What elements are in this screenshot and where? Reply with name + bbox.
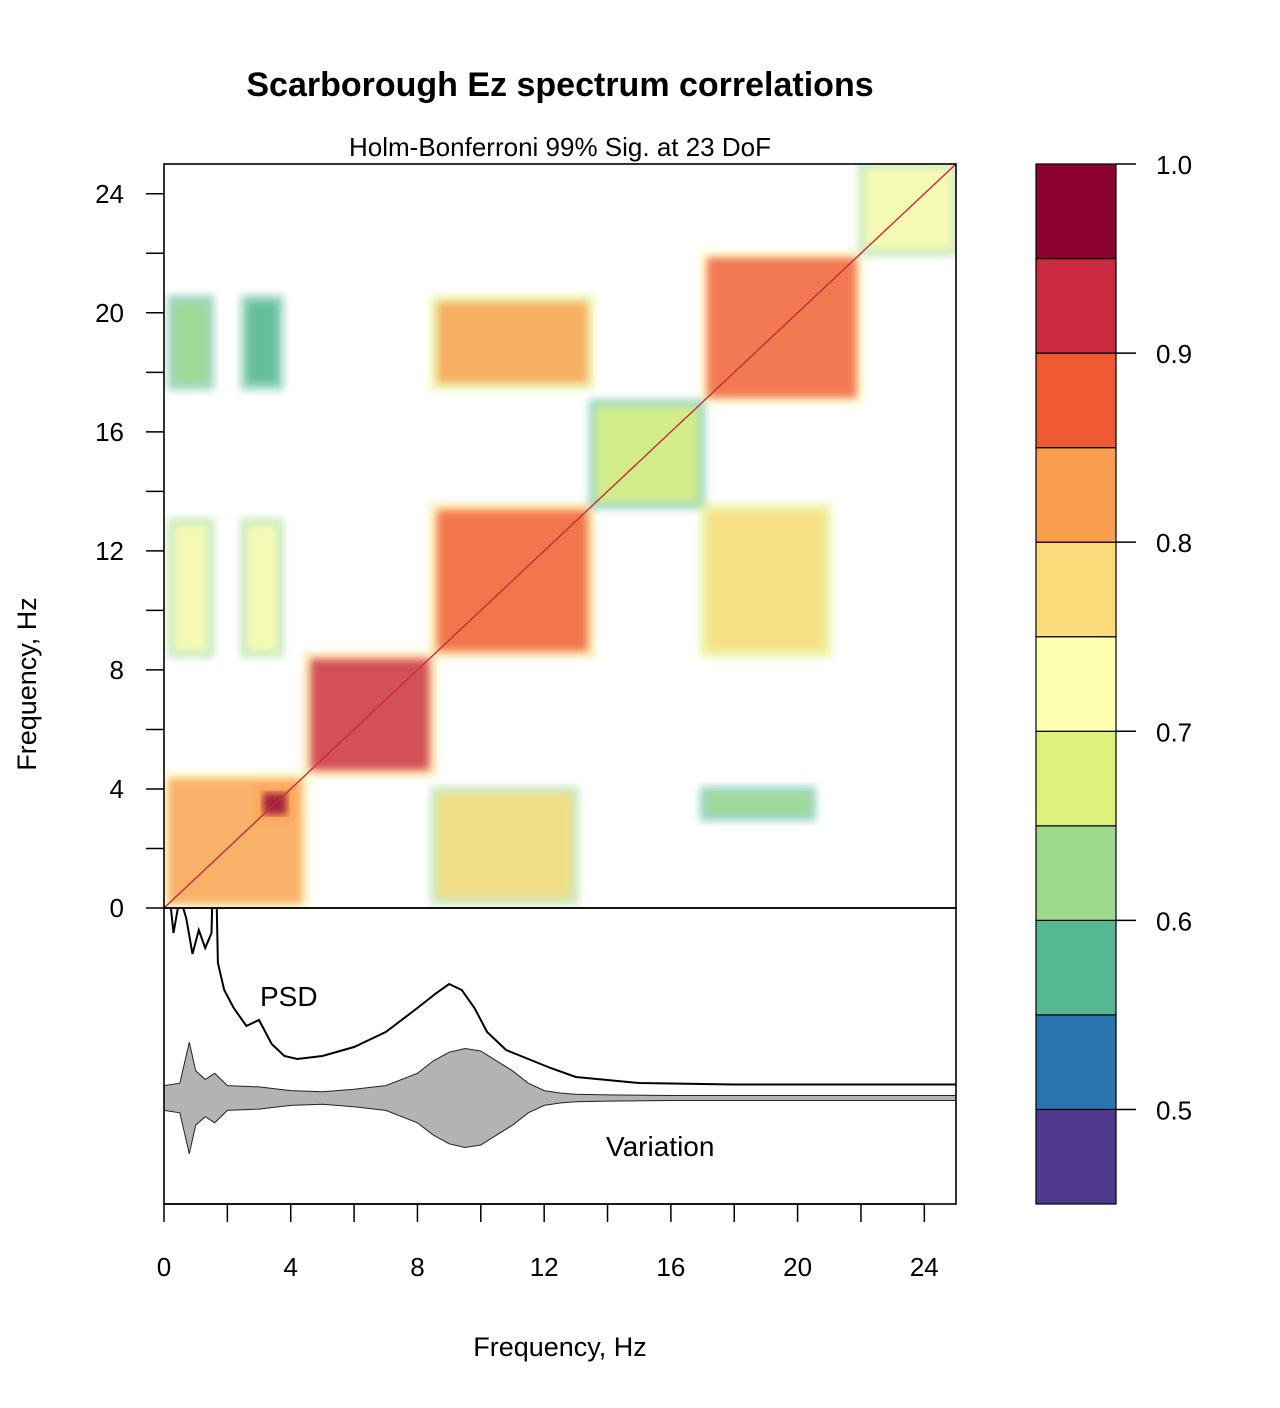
x-tick-label: 24: [910, 1252, 939, 1282]
correlation-block: [699, 503, 833, 659]
correlation-block: [240, 294, 285, 391]
y-tick-label: 0: [110, 893, 124, 923]
correlation-block-core: [706, 510, 826, 652]
colorbar-bin: [1035, 1014, 1117, 1111]
x-tick-label: 0: [157, 1252, 171, 1282]
colorbar-bin: [1035, 1108, 1117, 1205]
psd-line: [169, 908, 956, 1086]
spectrum-panel-frame: [163, 907, 957, 1205]
correlation-block-core: [174, 301, 208, 384]
colorbar-bin: [1035, 919, 1117, 1016]
correlation-block-core: [247, 525, 278, 652]
colorbar-bin: [1035, 163, 1117, 260]
correlation-block-core: [247, 301, 278, 384]
x-axis: 0 4 8 12 16 20 24: [157, 1203, 939, 1282]
colorbar-bin: [1035, 447, 1117, 543]
colorbar-bin: [1035, 352, 1117, 449]
correlation-block: [430, 294, 595, 391]
correlation-block-core: [437, 792, 572, 899]
chart-subtitle: Holm-Bonferroni 99% Sig. at 23 DoF: [349, 132, 771, 162]
x-axis-label: Frequency, Hz: [473, 1332, 647, 1362]
correlation-block-core: [706, 792, 810, 815]
colorbar-tick-label: 1.0: [1156, 150, 1192, 180]
x-tick-label: 20: [783, 1252, 812, 1282]
correlation-block-core: [174, 525, 208, 652]
colorbar-tick-label: 0.7: [1156, 717, 1192, 747]
y-tick-label: 20: [95, 298, 124, 328]
y-tick-label: 12: [95, 536, 124, 566]
y-tick-label: 24: [95, 179, 124, 209]
y-tick-label: 4: [110, 774, 124, 804]
colorbar-tick-label: 0.9: [1156, 339, 1192, 369]
colorbar-tick-label: 0.6: [1156, 906, 1192, 936]
x-tick-label: 8: [410, 1252, 424, 1282]
variation-annotation: Variation: [606, 1131, 714, 1162]
colorbar-bin: [1035, 636, 1117, 732]
correlation-block: [167, 518, 215, 659]
y-tick-label: 8: [110, 655, 124, 685]
colorbar-bin: [1035, 730, 1117, 827]
correlation-block: [167, 294, 215, 391]
y-axis: 0 4 8 12 16 20 24: [95, 179, 164, 923]
diagonal-line: [164, 164, 956, 908]
x-tick-label: 4: [283, 1252, 297, 1282]
y-axis-label: Frequency, Hz: [12, 597, 42, 771]
colorbar: 0.5 0.6 0.7 0.8 0.9 1.0: [1035, 150, 1192, 1205]
correlation-block: [430, 785, 579, 906]
x-tick-label: 16: [656, 1252, 685, 1282]
colorbar-bin: [1035, 825, 1117, 921]
correlation-block: [240, 518, 285, 659]
psd-annotation: PSD: [260, 981, 318, 1012]
chart-title: Scarborough Ez spectrum correlations: [246, 66, 873, 104]
correlation-block: [699, 785, 817, 822]
colorbar-tick-label: 0.8: [1156, 528, 1192, 558]
colorbar-tick-label: 0.5: [1156, 1095, 1192, 1125]
x-tick-label: 12: [530, 1252, 559, 1282]
y-tick-label: 16: [95, 417, 124, 447]
correlation-block-core: [437, 301, 588, 384]
colorbar-bin: [1035, 541, 1117, 638]
spectrum-panel: [164, 908, 956, 1154]
colorbar-bin: [1035, 257, 1117, 354]
variation-band: [164, 1042, 956, 1154]
correlation-heatmap: [164, 164, 956, 908]
